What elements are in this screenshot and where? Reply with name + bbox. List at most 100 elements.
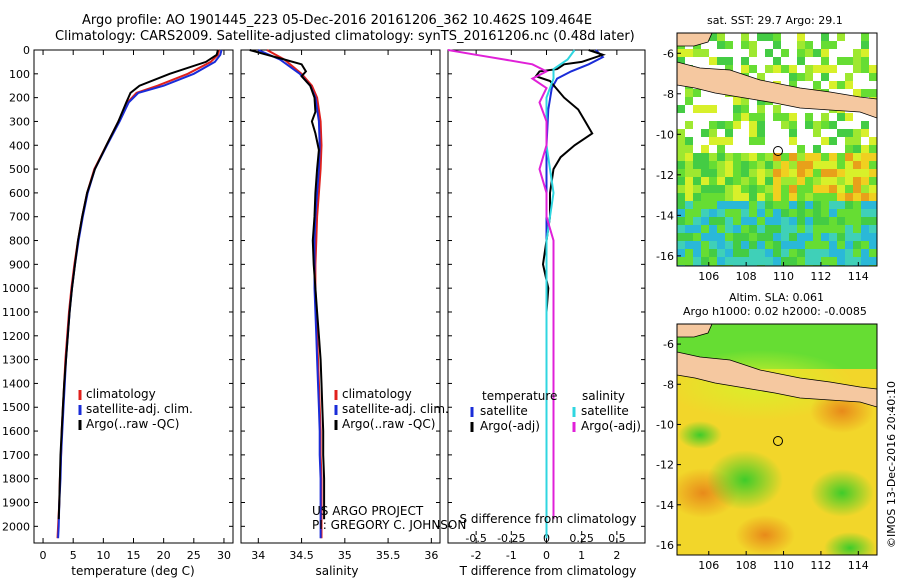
sst-cell [757, 177, 765, 185]
sst-cell [733, 185, 741, 193]
sst-cell [765, 33, 773, 41]
sst-cell [781, 249, 789, 257]
sst-cell [717, 41, 725, 49]
sst-cell [861, 121, 869, 129]
sst-cell [869, 241, 877, 249]
sst-cell [869, 257, 877, 265]
sst-cell [725, 201, 733, 209]
sst-cell [829, 161, 837, 169]
sst-cell [805, 41, 813, 49]
sst-cell [741, 185, 749, 193]
sst-cell [701, 129, 709, 137]
profile-line [57, 49, 223, 539]
sla-map-hot-spot-3 [735, 515, 795, 555]
sst-cell [781, 257, 789, 265]
sst-cell [693, 233, 701, 241]
sst-cell [749, 161, 757, 169]
sst-cell [757, 105, 765, 113]
sst-cell [829, 41, 837, 49]
sst-cell [733, 209, 741, 217]
sst-cell [869, 169, 877, 177]
sst-cell [733, 201, 741, 209]
sst-cell [837, 201, 845, 209]
sst-cell [773, 225, 781, 233]
sst-cell [741, 33, 749, 41]
sst-cell [773, 65, 781, 73]
sst-cell [749, 225, 757, 233]
sst-cell [677, 217, 685, 225]
sst-cell [709, 57, 717, 65]
sst-cell [693, 177, 701, 185]
sst-cell [717, 169, 725, 177]
sst-cell [837, 193, 845, 201]
depth-tick-label: 1100 [2, 306, 30, 319]
profile-line [545, 49, 605, 539]
sst-cell [797, 185, 805, 193]
sst-cell [693, 257, 701, 265]
legend-label: satellite [480, 404, 528, 418]
sst-cell [709, 105, 717, 113]
sst-cell [765, 177, 773, 185]
sst-cell [773, 161, 781, 169]
sst-cell [685, 49, 693, 57]
sst-cell [725, 249, 733, 257]
sst-cell [853, 161, 861, 169]
s-tick-label: 0.5 [608, 532, 626, 545]
sst-cell [757, 257, 765, 265]
sst-cell [829, 81, 837, 89]
difference-legend: temperature salinitysatelliteArgo(-adj)sa… [470, 389, 641, 433]
legend-label: satellite-adj. clim. [342, 402, 449, 416]
sst-cell [837, 233, 845, 241]
sst-cell [749, 233, 757, 241]
sst-cell [781, 161, 789, 169]
sst-cell [717, 257, 725, 265]
sst-cell [861, 49, 869, 57]
sst-cell [741, 65, 749, 73]
sst-cell [709, 233, 717, 241]
depth-axis: 0 100 200 300 400 500 600 700 800 900 1000 1100 1200… [2, 44, 30, 533]
sst-cell [709, 137, 717, 145]
sst-cell [733, 169, 741, 177]
sst-cell [821, 185, 829, 193]
legend-heading-temperature: temperature [482, 389, 557, 403]
sst-cell [829, 185, 837, 193]
sst-cell [733, 249, 741, 257]
sst-cell [741, 161, 749, 169]
sst-cell [805, 217, 813, 225]
profile-line [545, 49, 576, 539]
map-x-tick-label: 112 [810, 270, 831, 283]
sst-cell [821, 177, 829, 185]
sst-cell [845, 249, 853, 257]
sst-cell [813, 161, 821, 169]
sla-map-frame [676, 323, 878, 556]
sst-cell [717, 177, 725, 185]
legend-heading-salinity: salinity [582, 389, 625, 403]
sla-map-green-blob-2 [810, 469, 874, 517]
sst-cell [709, 217, 717, 225]
sst-cell [805, 225, 813, 233]
sst-cell [781, 209, 789, 217]
sst-cell [765, 193, 773, 201]
sst-cell [709, 161, 717, 169]
sst-cell [789, 65, 797, 73]
x-tick-label: 2 [613, 549, 620, 562]
sst-cell [757, 121, 765, 129]
legend-label: Argo(-adj) [581, 419, 641, 433]
sst-cell [773, 177, 781, 185]
sst-cell [845, 137, 853, 145]
sst-cell [685, 241, 693, 249]
profile-line [57, 49, 219, 520]
map-x-tick-label: 112 [810, 559, 831, 572]
sst-cell [685, 249, 693, 257]
sst-cell [749, 113, 757, 121]
depth-tick-label: 1200 [2, 330, 30, 343]
sst-cell [781, 201, 789, 209]
sst-cell [861, 153, 869, 161]
sst-cell [853, 177, 861, 185]
sst-cell [773, 105, 781, 113]
sst-cell [853, 145, 861, 153]
sst-cell [813, 177, 821, 185]
map-x-tick-label: 110 [773, 559, 794, 572]
